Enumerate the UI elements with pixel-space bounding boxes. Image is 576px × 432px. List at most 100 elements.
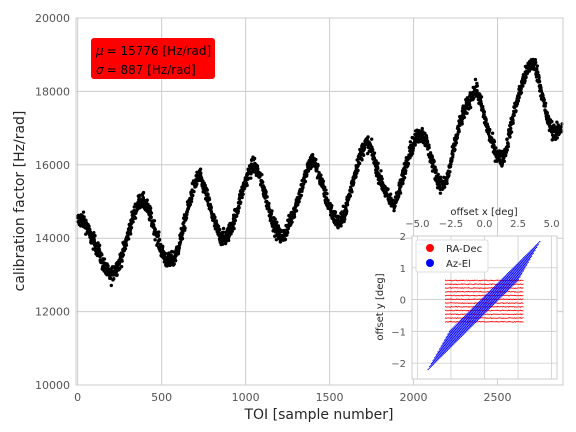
inset-point-ra-dec (447, 298, 449, 300)
main-data-point (174, 254, 178, 258)
inset-point-ra-dec (446, 313, 448, 315)
inset-point-ra-dec (453, 302, 455, 304)
main-data-point (457, 129, 461, 134)
main-data-point (514, 109, 518, 113)
main-data-point (398, 191, 403, 195)
inset-point-ra-dec (502, 309, 505, 311)
inset-point-ra-dec (480, 295, 482, 297)
inset-point-ra-dec (446, 280, 448, 282)
main-data-point (345, 209, 349, 214)
inset-point-ra-dec (483, 291, 485, 293)
inset-point-az-el (517, 262, 519, 264)
main-data-point (82, 215, 86, 219)
main-data-point (207, 197, 212, 202)
main-data-point (369, 137, 374, 141)
inset-point-ra-dec (489, 279, 491, 281)
inset-point-ra-dec (457, 302, 459, 304)
main-data-point (534, 60, 538, 65)
inset-point-ra-dec (493, 321, 495, 323)
inset-point-ra-dec (502, 321, 505, 323)
inset-point-ra-dec (515, 283, 517, 285)
main-data-point (433, 165, 437, 169)
main-data-point (473, 77, 478, 82)
inset-point-ra-dec (494, 279, 496, 282)
inset-point-ra-dec (465, 290, 467, 293)
inset-point-ra-dec (513, 313, 516, 315)
main-data-point (109, 283, 114, 288)
inset-point-ra-dec (482, 283, 484, 285)
main-data-point (361, 153, 366, 157)
inset-point-ra-dec (478, 294, 480, 297)
inset-point-az-el (485, 294, 487, 296)
main-data-point (301, 185, 305, 190)
inset-point-ra-dec (459, 295, 461, 297)
inset-point-ra-dec (461, 283, 464, 285)
inset-point-ra-dec (482, 321, 484, 323)
inset-point-ra-dec (451, 305, 453, 308)
inset-point-ra-dec (500, 298, 502, 300)
main-data-point (535, 67, 539, 71)
inset-point-ra-dec (522, 283, 524, 285)
inset-point-ra-dec (467, 287, 470, 289)
inset-point-ra-dec (519, 309, 522, 311)
inset-point-az-el (452, 327, 454, 329)
inset-point-ra-dec (517, 291, 519, 293)
inset-point-ra-dec (454, 305, 456, 308)
inset-point-ra-dec (461, 298, 464, 300)
inset-point-ra-dec (472, 287, 474, 289)
inset-point-az-el (514, 265, 516, 267)
inset-point-ra-dec (496, 317, 499, 319)
main-data-point (508, 135, 512, 139)
inset-point-ra-dec (517, 317, 519, 319)
inset-point-ra-dec (478, 291, 480, 293)
inset-point-ra-dec (495, 317, 497, 319)
inset-point-ra-dec (458, 290, 460, 293)
inset-point-az-el (525, 254, 527, 257)
inset-point-ra-dec (452, 321, 454, 323)
inset-point-ra-dec (453, 291, 455, 293)
inset-point-ra-dec (449, 291, 451, 293)
main-data-point (555, 136, 559, 140)
main-data-point (232, 226, 236, 231)
main-x-ticks: 0 500 1000 1500 2000 2500 (74, 391, 511, 404)
inset-point-az-el (448, 330, 451, 332)
inset-point-ra-dec (519, 302, 522, 304)
inset-point-ra-dec (460, 290, 462, 293)
inset-point-ra-dec (463, 306, 465, 308)
main-data-point (511, 118, 515, 123)
inset-point-ra-dec (460, 298, 462, 300)
inset-point-ra-dec (496, 279, 499, 281)
inset-point-ra-dec (457, 283, 459, 286)
inset-point-ra-dec (478, 283, 480, 285)
inset-point-ra-dec (512, 317, 514, 319)
main-data-point (149, 211, 154, 215)
inset-point-ra-dec (473, 295, 476, 297)
inset-point-ra-dec (451, 321, 453, 323)
main-data-point (427, 145, 431, 150)
inset-point-ra-dec (481, 291, 483, 293)
inset-point-ra-dec (448, 294, 450, 296)
inset-point-az-el (537, 243, 539, 245)
inset-point-az-el (450, 329, 452, 331)
inset-point-ra-dec (511, 317, 513, 319)
inset-point-ra-dec (511, 309, 513, 312)
inset-point-ra-dec (447, 313, 449, 315)
inset-point-az-el (484, 295, 486, 297)
main-data-point (447, 173, 451, 177)
inset-point-ra-dec (448, 287, 450, 289)
inset-point-az-el (531, 248, 533, 250)
inset-point-ra-dec (496, 302, 499, 304)
main-data-point (401, 181, 405, 186)
inset-point-ra-dec (501, 313, 503, 315)
inset-point-az-el (436, 353, 439, 355)
main-data-point (128, 232, 133, 236)
main-data-point (273, 217, 277, 221)
inset-point-ra-dec (502, 302, 505, 304)
inset-x-ticks: −5.0 −2.5 0.0 2.5 5.0 (405, 219, 559, 230)
inset-plot: −5.0 −2.5 0.0 2.5 5.0 −2 −1 0 1 2 offset x [deg]… (375, 207, 560, 380)
main-data-point (536, 70, 540, 74)
inset-point-ra-dec (447, 279, 449, 281)
main-data-point (129, 225, 134, 230)
inset-point-ra-dec (490, 321, 493, 323)
inset-point-ra-dec (502, 313, 505, 315)
